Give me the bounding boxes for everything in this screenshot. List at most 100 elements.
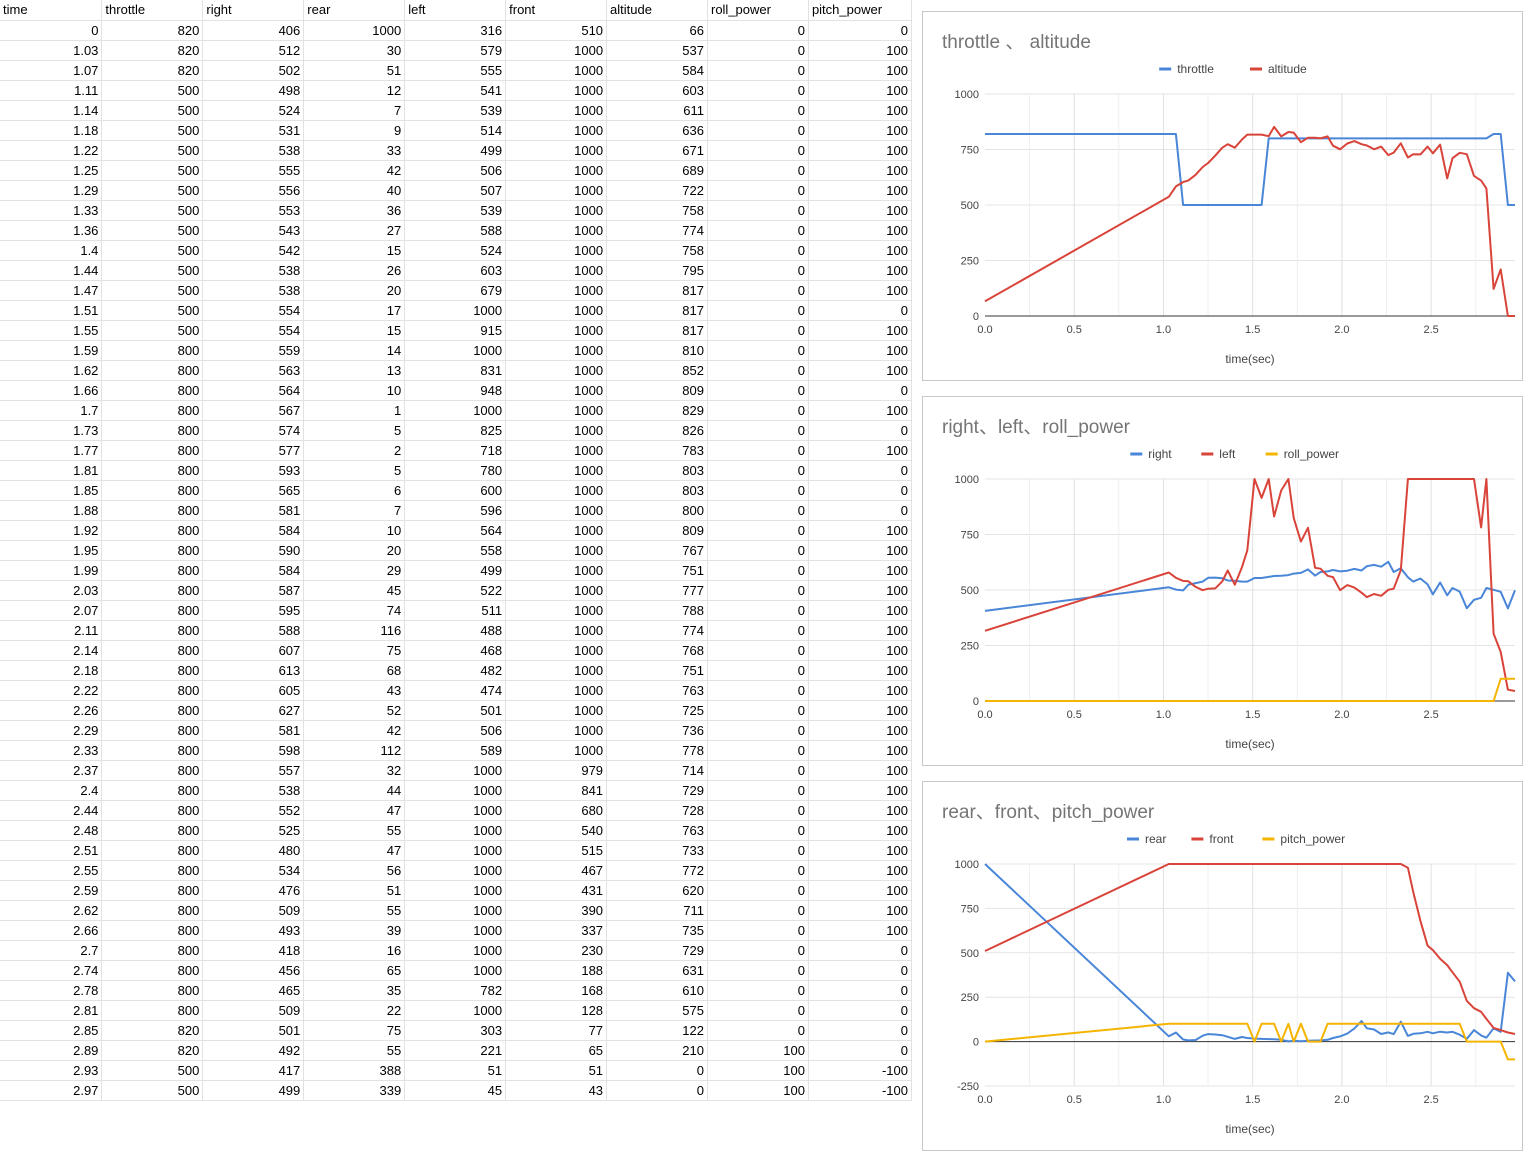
cell-right[interactable]: 598 (202, 740, 305, 761)
cell-time[interactable]: 1.7 (0, 400, 103, 421)
column-header[interactable]: front (505, 0, 608, 21)
cell-rear[interactable]: 52 (303, 700, 406, 721)
cell-right[interactable]: 524 (202, 100, 305, 121)
column-header[interactable]: rear (303, 0, 406, 21)
cell-front[interactable]: 1000 (505, 140, 608, 161)
cell-right[interactable]: 456 (202, 960, 305, 981)
cell-front[interactable]: 510 (505, 20, 608, 41)
cell-right[interactable]: 581 (202, 720, 305, 741)
cell-throttle[interactable]: 800 (101, 820, 204, 841)
cell-roll_power[interactable]: 0 (707, 280, 809, 301)
cell-time[interactable]: 1.14 (0, 100, 103, 121)
cell-throttle[interactable]: 800 (101, 420, 204, 441)
cell-right[interactable]: 553 (202, 200, 305, 221)
cell-front[interactable]: 1000 (505, 320, 608, 341)
cell-altitude[interactable]: 751 (606, 560, 708, 581)
cell-left[interactable]: 588 (404, 220, 507, 241)
cell-time[interactable]: 2.7 (0, 940, 103, 961)
cell-time[interactable]: 2.48 (0, 820, 103, 841)
cell-pitch_power[interactable]: 0 (808, 1020, 912, 1041)
chart-right-left-roll[interactable]: right、left、roll_power right left roll_power… (922, 396, 1523, 766)
cell-pitch_power[interactable]: 100 (808, 880, 912, 901)
cell-rear[interactable]: 388 (303, 1060, 406, 1081)
cell-right[interactable]: 480 (202, 840, 305, 861)
cell-pitch_power[interactable]: 100 (808, 120, 912, 141)
cell-right[interactable]: 538 (202, 280, 305, 301)
cell-roll_power[interactable]: 0 (707, 340, 809, 361)
cell-throttle[interactable]: 800 (101, 600, 204, 621)
cell-left[interactable]: 514 (404, 120, 507, 141)
cell-time[interactable]: 1.29 (0, 180, 103, 201)
cell-rear[interactable]: 47 (303, 840, 406, 861)
cell-roll_power[interactable]: 0 (707, 800, 809, 821)
cell-rear[interactable]: 42 (303, 720, 406, 741)
cell-rear[interactable]: 14 (303, 340, 406, 361)
cell-front[interactable]: 1000 (505, 540, 608, 561)
cell-altitude[interactable]: 829 (606, 400, 708, 421)
cell-altitude[interactable]: 809 (606, 520, 708, 541)
cell-time[interactable]: 1.03 (0, 40, 103, 61)
cell-altitude[interactable]: 774 (606, 620, 708, 641)
cell-rear[interactable]: 55 (303, 900, 406, 921)
cell-pitch_power[interactable]: 0 (808, 960, 912, 981)
cell-left[interactable]: 1000 (404, 820, 507, 841)
cell-time[interactable]: 2.4 (0, 780, 103, 801)
cell-left[interactable]: 1000 (404, 840, 507, 861)
cell-altitude[interactable]: 768 (606, 640, 708, 661)
cell-altitude[interactable]: 817 (606, 320, 708, 341)
cell-left[interactable]: 488 (404, 620, 507, 641)
cell-pitch_power[interactable]: 100 (808, 640, 912, 661)
cell-rear[interactable]: 36 (303, 200, 406, 221)
cell-time[interactable]: 2.55 (0, 860, 103, 881)
cell-roll_power[interactable]: 0 (707, 480, 809, 501)
cell-roll_power[interactable]: 0 (707, 900, 809, 921)
cell-rear[interactable]: 6 (303, 480, 406, 501)
cell-roll_power[interactable]: 0 (707, 660, 809, 681)
cell-roll_power[interactable]: 0 (707, 240, 809, 261)
cell-right[interactable]: 418 (202, 940, 305, 961)
cell-right[interactable]: 581 (202, 500, 305, 521)
cell-rear[interactable]: 35 (303, 980, 406, 1001)
cell-throttle[interactable]: 800 (101, 560, 204, 581)
cell-altitude[interactable]: 0 (606, 1080, 708, 1101)
cell-pitch_power[interactable]: 100 (808, 580, 912, 601)
cell-pitch_power[interactable]: 100 (808, 60, 912, 81)
cell-time[interactable]: 1.55 (0, 320, 103, 341)
cell-left[interactable]: 506 (404, 160, 507, 181)
cell-right[interactable]: 543 (202, 220, 305, 241)
cell-pitch_power[interactable]: 100 (808, 780, 912, 801)
cell-right[interactable]: 534 (202, 860, 305, 881)
cell-pitch_power[interactable]: 0 (808, 500, 912, 521)
cell-rear[interactable]: 40 (303, 180, 406, 201)
cell-roll_power[interactable]: 0 (707, 940, 809, 961)
cell-front[interactable]: 1000 (505, 560, 608, 581)
cell-roll_power[interactable]: 0 (707, 360, 809, 381)
cell-rear[interactable]: 75 (303, 640, 406, 661)
cell-left[interactable]: 915 (404, 320, 507, 341)
cell-time[interactable]: 2.59 (0, 880, 103, 901)
cell-right[interactable]: 493 (202, 920, 305, 941)
cell-pitch_power[interactable]: 100 (808, 680, 912, 701)
cell-pitch_power[interactable]: 100 (808, 620, 912, 641)
spreadsheet[interactable]: time throttle right rear left front altitude ro… (0, 0, 913, 1160)
cell-left[interactable]: 555 (404, 60, 507, 81)
cell-rear[interactable]: 13 (303, 360, 406, 381)
cell-front[interactable]: 1000 (505, 420, 608, 441)
cell-throttle[interactable]: 500 (101, 80, 204, 101)
cell-right[interactable]: 557 (202, 760, 305, 781)
cell-altitude[interactable]: 620 (606, 880, 708, 901)
cell-throttle[interactable]: 800 (101, 440, 204, 461)
cell-throttle[interactable]: 800 (101, 540, 204, 561)
cell-time[interactable]: 1.47 (0, 280, 103, 301)
cell-roll_power[interactable]: 0 (707, 440, 809, 461)
cell-roll_power[interactable]: 100 (707, 1080, 809, 1101)
cell-right[interactable]: 564 (202, 380, 305, 401)
cell-throttle[interactable]: 800 (101, 340, 204, 361)
cell-roll_power[interactable]: 0 (707, 520, 809, 541)
cell-left[interactable]: 1000 (404, 1000, 507, 1021)
cell-front[interactable]: 515 (505, 840, 608, 861)
cell-altitude[interactable]: 736 (606, 720, 708, 741)
cell-throttle[interactable]: 800 (101, 580, 204, 601)
cell-rear[interactable]: 12 (303, 80, 406, 101)
cell-right[interactable]: 613 (202, 660, 305, 681)
